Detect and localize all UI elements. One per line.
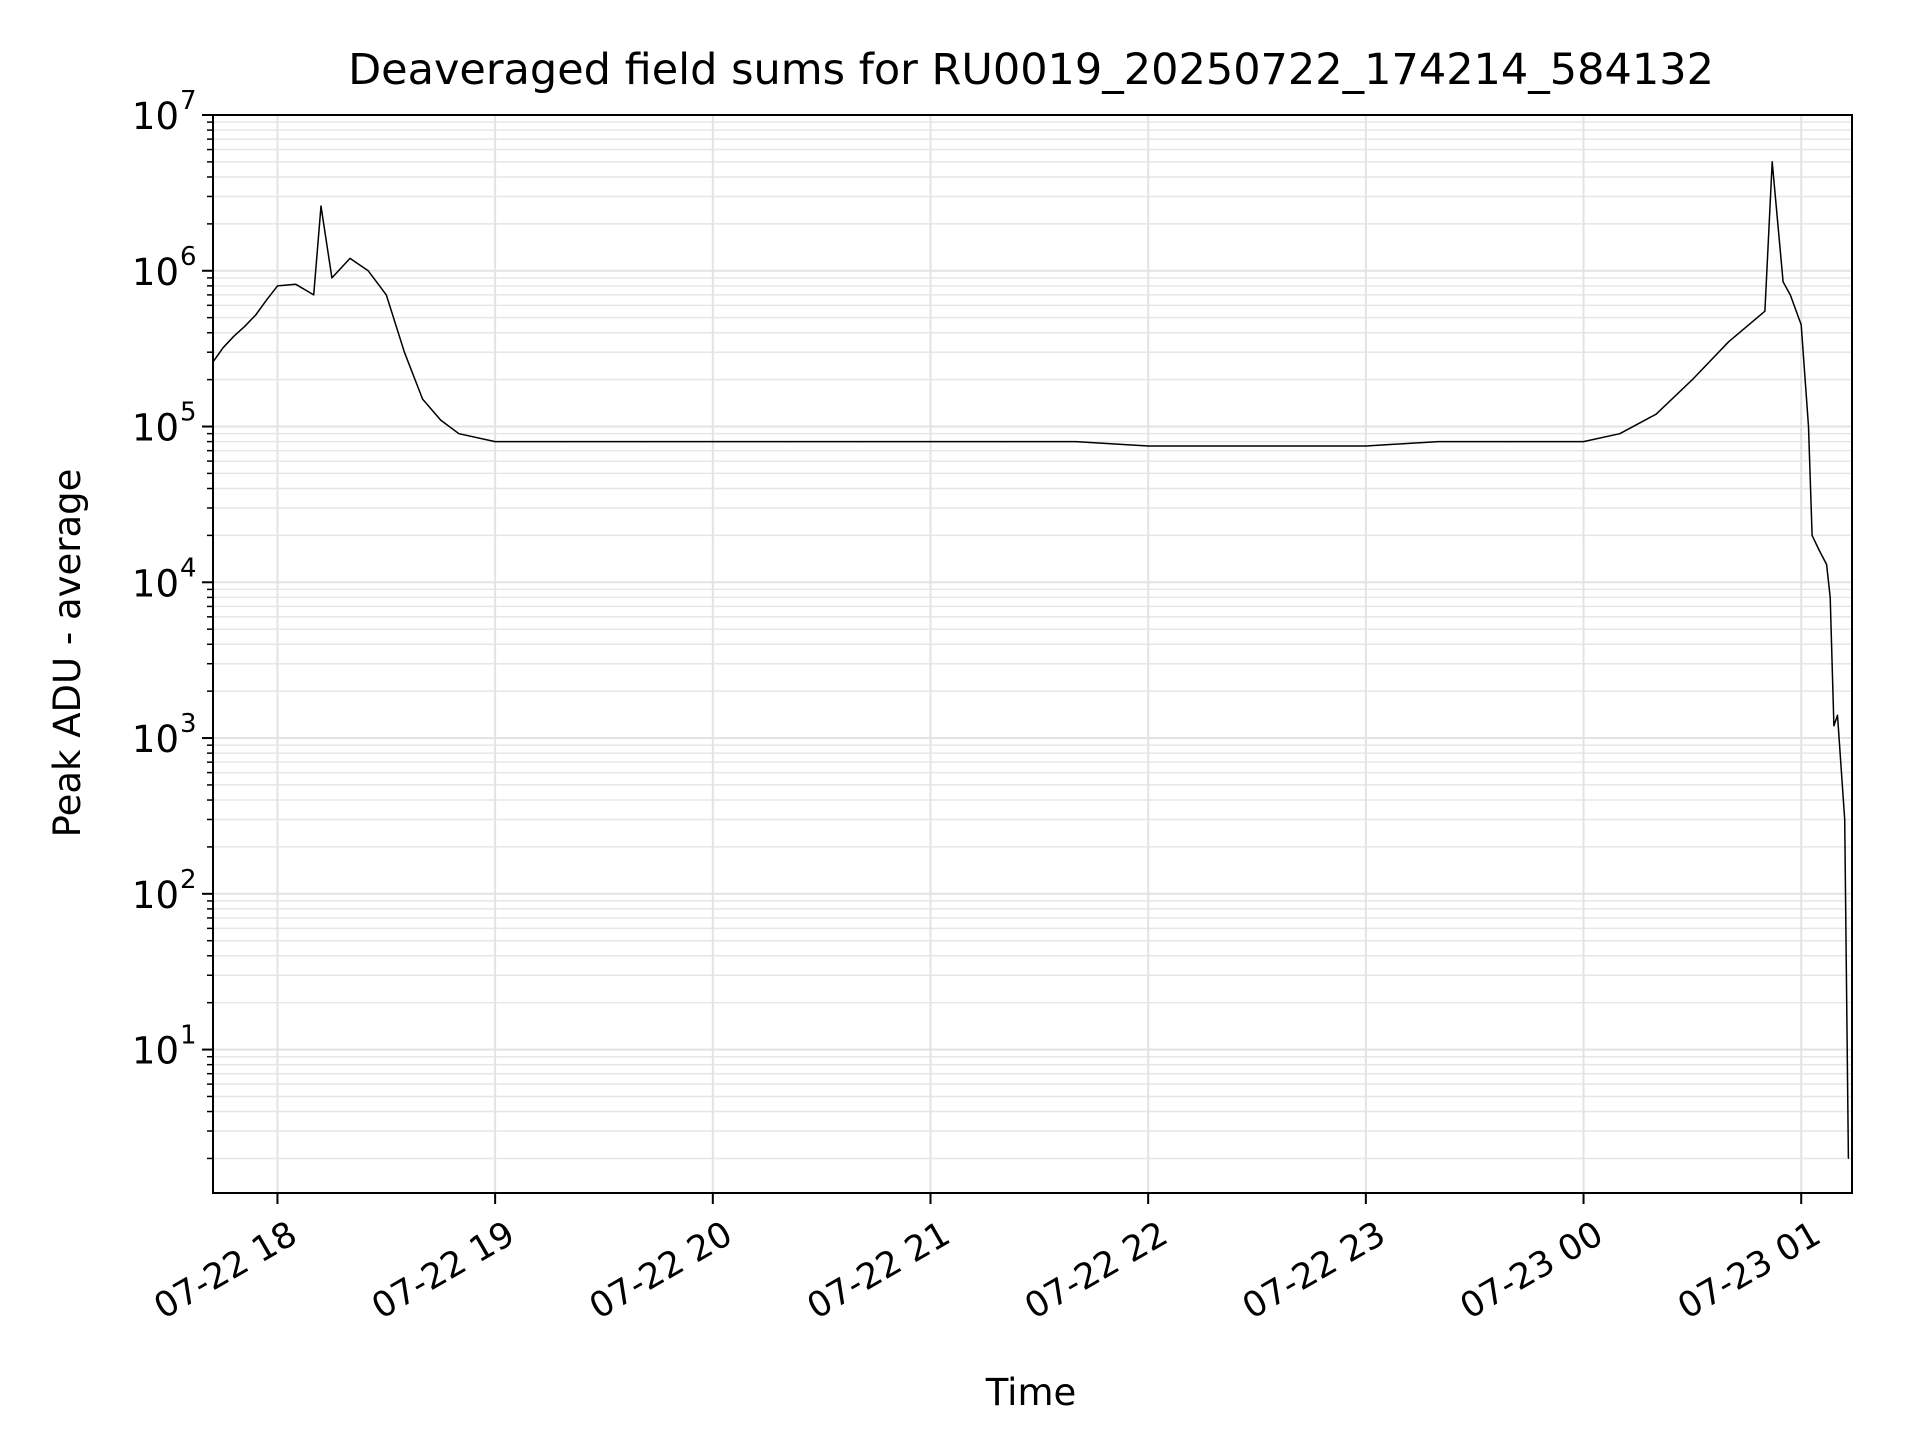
data-point (1782, 281, 1784, 283)
data-point (1437, 441, 1439, 443)
y-tick-label: 10 (132, 1030, 179, 1073)
data-point (266, 299, 268, 301)
y-tick-exponent: 4 (180, 553, 197, 583)
data-point (1510, 441, 1512, 443)
data-point (458, 433, 460, 435)
data-point (567, 441, 569, 443)
y-tick-label: 10 (132, 251, 179, 294)
data-point (1833, 725, 1835, 727)
series-line (212, 161, 1850, 1159)
data-point (1844, 818, 1846, 821)
data-point (295, 283, 297, 285)
data-point (1800, 324, 1802, 326)
data-point (929, 441, 932, 443)
y-tick-exponent: 5 (180, 398, 197, 428)
data-point (1836, 714, 1839, 716)
y-tick-label: 10 (132, 874, 179, 917)
chart-title: Deaveraged field sums for RU0019_2025072… (348, 45, 1714, 95)
data-point (1002, 441, 1004, 443)
data-point (1829, 596, 1831, 599)
data-point (1655, 413, 1657, 415)
data-point (1728, 341, 1730, 343)
data-point (233, 335, 235, 337)
y-tick-exponent: 1 (180, 1021, 197, 1051)
data-point (255, 314, 257, 316)
data-point (1789, 294, 1791, 296)
y-tick-label: 10 (132, 562, 179, 605)
data-point (222, 347, 224, 349)
data-point (1147, 445, 1149, 447)
data-point (422, 398, 424, 400)
data-point (1771, 161, 1773, 163)
data-point (276, 285, 279, 287)
x-axis-label: Time (985, 1371, 1077, 1414)
data-point (244, 325, 246, 327)
data-point (385, 294, 387, 296)
y-tick-label: 10 (132, 407, 179, 450)
data-point (1764, 310, 1766, 312)
data-point (1818, 549, 1820, 552)
grid-layer (213, 114, 1852, 1193)
data-point (1619, 433, 1621, 435)
data-point (712, 441, 714, 443)
data-point (349, 257, 351, 259)
y-tick-exponent: 2 (180, 865, 197, 895)
data-point (1075, 441, 1077, 443)
data-point (403, 351, 405, 353)
series-layer (212, 161, 1850, 1159)
data-point (1807, 425, 1810, 428)
data-point (320, 205, 322, 207)
y-tick-exponent: 3 (180, 709, 197, 739)
data-point (1691, 379, 1693, 381)
data-point (1811, 534, 1813, 537)
data-point (440, 419, 442, 421)
data-point (857, 441, 859, 443)
data-point (331, 277, 333, 279)
plot-area-frame (212, 114, 1853, 1194)
y-axis-label: Peak ADU - average (46, 469, 89, 838)
y-tick-label: 10 (132, 718, 179, 761)
data-point (1220, 445, 1222, 447)
data-point (313, 294, 315, 296)
data-point (639, 441, 641, 443)
y-tick-exponent: 6 (180, 242, 197, 272)
data-point (1365, 445, 1367, 447)
data-point (367, 270, 369, 272)
y-tick-label: 10 (132, 95, 179, 138)
data-point (1826, 563, 1828, 566)
data-point (784, 441, 787, 443)
data-point (1847, 1157, 1849, 1159)
y-tick-exponent: 7 (180, 86, 197, 116)
data-point (494, 441, 496, 443)
data-point (1292, 445, 1294, 447)
data-point (1582, 441, 1585, 443)
